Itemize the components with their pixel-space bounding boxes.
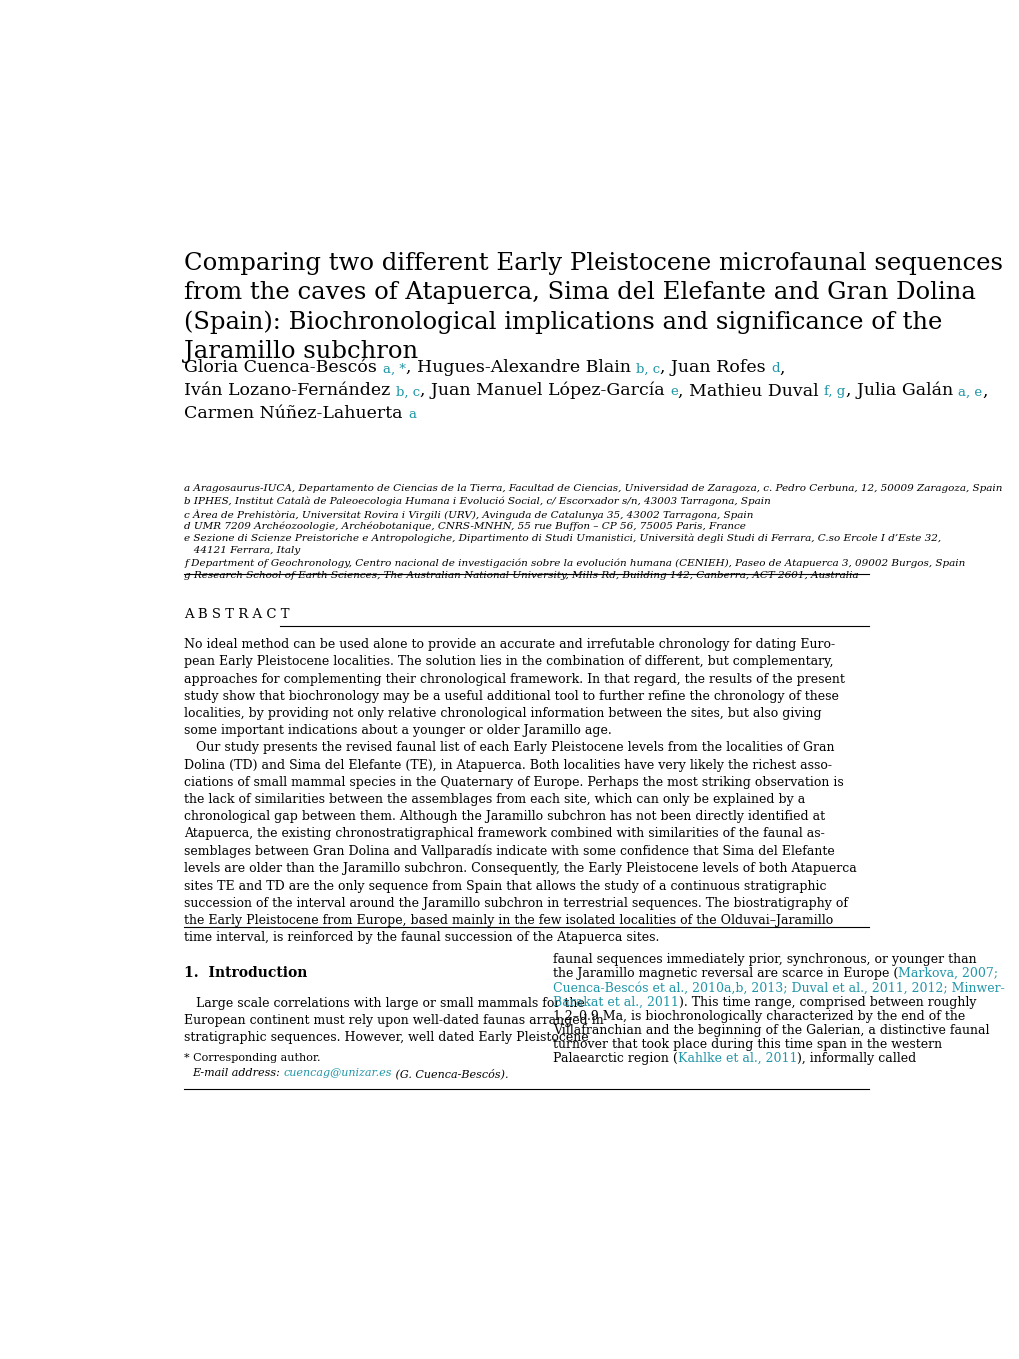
Text: cuencag@unizar.es: cuencag@unizar.es xyxy=(283,1068,392,1078)
Text: ), informally called: ), informally called xyxy=(797,1052,915,1065)
Text: the Jaramillo magnetic reversal are scarce in Europe (: the Jaramillo magnetic reversal are scar… xyxy=(552,968,898,980)
Text: , Juan Rofes: , Juan Rofes xyxy=(659,359,770,376)
Text: Large scale correlations with large or small mammals for the
European continent : Large scale correlations with large or s… xyxy=(184,998,603,1045)
Text: 44121 Ferrara, Italy: 44121 Ferrara, Italy xyxy=(184,546,301,554)
Text: ,: , xyxy=(981,382,987,400)
Text: d UMR 7209 Archéozoologie, Archéobotanique, CNRS-MNHN, 55 rue Buffon – CP 56, 75: d UMR 7209 Archéozoologie, Archéobotaniq… xyxy=(184,522,746,531)
Text: Markova, 2007;: Markova, 2007; xyxy=(898,968,998,980)
Text: Barakat et al., 2011: Barakat et al., 2011 xyxy=(552,996,678,1008)
Text: e Sezione di Scienze Preistoriche e Antropologiche, Dipartimento di Studi Umanis: e Sezione di Scienze Preistoriche e Antr… xyxy=(184,534,941,544)
Text: Cuenca-Bescós et al., 2010a,b, 2013; Duval et al., 2011, 2012; Minwer-: Cuenca-Bescós et al., 2010a,b, 2013; Duv… xyxy=(552,981,1004,995)
Text: b, c: b, c xyxy=(395,386,420,398)
Text: E-mail address:: E-mail address: xyxy=(193,1068,283,1078)
Text: a Aragosaurus-IUCA, Departamento de Ciencias de la Tierra, Facultad de Ciencias,: a Aragosaurus-IUCA, Departamento de Cien… xyxy=(184,484,1002,493)
Text: Gloria Cuenca-Bescós: Gloria Cuenca-Bescós xyxy=(184,359,382,376)
Text: Villafranchian and the beginning of the Galerian, a distinctive faunal: Villafranchian and the beginning of the … xyxy=(552,1023,988,1037)
Text: ,: , xyxy=(780,359,785,376)
Text: * Corresponding author.: * Corresponding author. xyxy=(184,1052,321,1063)
Text: , Juan Manuel López-García: , Juan Manuel López-García xyxy=(420,382,669,400)
Text: A B S T R A C T: A B S T R A C T xyxy=(184,609,289,621)
Text: f Department of Geochronology, Centro nacional de investigación sobre la evoluci: f Department of Geochronology, Centro na… xyxy=(184,559,965,568)
Text: , Julia Galán: , Julia Galán xyxy=(845,382,958,400)
Text: Kahlke et al., 2011: Kahlke et al., 2011 xyxy=(677,1052,797,1065)
Text: a, *: a, * xyxy=(382,363,406,375)
Text: a: a xyxy=(408,409,416,421)
Text: Comparing two different Early Pleistocene microfaunal sequences: Comparing two different Early Pleistocen… xyxy=(184,251,1003,275)
Text: f, g: f, g xyxy=(823,386,845,398)
Text: Iván Lozano-Fernández: Iván Lozano-Fernández xyxy=(184,382,395,400)
Text: (Spain): Biochronological implications and significance of the: (Spain): Biochronological implications a… xyxy=(184,311,942,334)
Text: from the caves of Atapuerca, Sima del Elefante and Gran Dolina: from the caves of Atapuerca, Sima del El… xyxy=(184,281,975,304)
Text: e: e xyxy=(669,386,678,398)
Text: c Àrea de Prehistòria, Universitat Rovira i Virgili (URV), Avinguda de Catalunya: c Àrea de Prehistòria, Universitat Rovir… xyxy=(184,510,753,519)
Text: , Hugues-Alexandre Blain: , Hugues-Alexandre Blain xyxy=(406,359,636,376)
Text: b IPHES, Institut Català de Paleoecologia Humana i Evolució Social, c/ Escorxado: b IPHES, Institut Català de Paleoecologi… xyxy=(184,496,770,506)
Text: Jaramillo subchron: Jaramillo subchron xyxy=(184,340,418,363)
Text: turnover that took place during this time span in the western: turnover that took place during this tim… xyxy=(552,1038,941,1051)
Text: 1.2–0.9 Ma, is biochronologically characterized by the end of the: 1.2–0.9 Ma, is biochronologically charac… xyxy=(552,1010,964,1022)
Text: faunal sequences immediately prior, synchronous, or younger than: faunal sequences immediately prior, sync… xyxy=(552,953,975,966)
Text: a, e: a, e xyxy=(958,386,981,398)
Text: d: d xyxy=(770,363,780,375)
Text: No ideal method can be used alone to provide an accurate and irrefutable chronol: No ideal method can be used alone to pro… xyxy=(184,639,856,945)
Text: , Mathieu Duval: , Mathieu Duval xyxy=(678,382,823,400)
Text: Palaearctic region (: Palaearctic region ( xyxy=(552,1052,677,1065)
Text: 1.  Introduction: 1. Introduction xyxy=(184,966,308,980)
Text: Carmen Núñez-Lahuerta: Carmen Núñez-Lahuerta xyxy=(184,405,408,423)
Text: g Research School of Earth Sciences, The Australian National University, Mills R: g Research School of Earth Sciences, The… xyxy=(184,571,858,580)
Text: b, c: b, c xyxy=(636,363,659,375)
Text: ). This time range, comprised between roughly: ). This time range, comprised between ro… xyxy=(678,996,975,1008)
Text: (G. Cuenca-Bescós).: (G. Cuenca-Bescós). xyxy=(392,1068,508,1079)
